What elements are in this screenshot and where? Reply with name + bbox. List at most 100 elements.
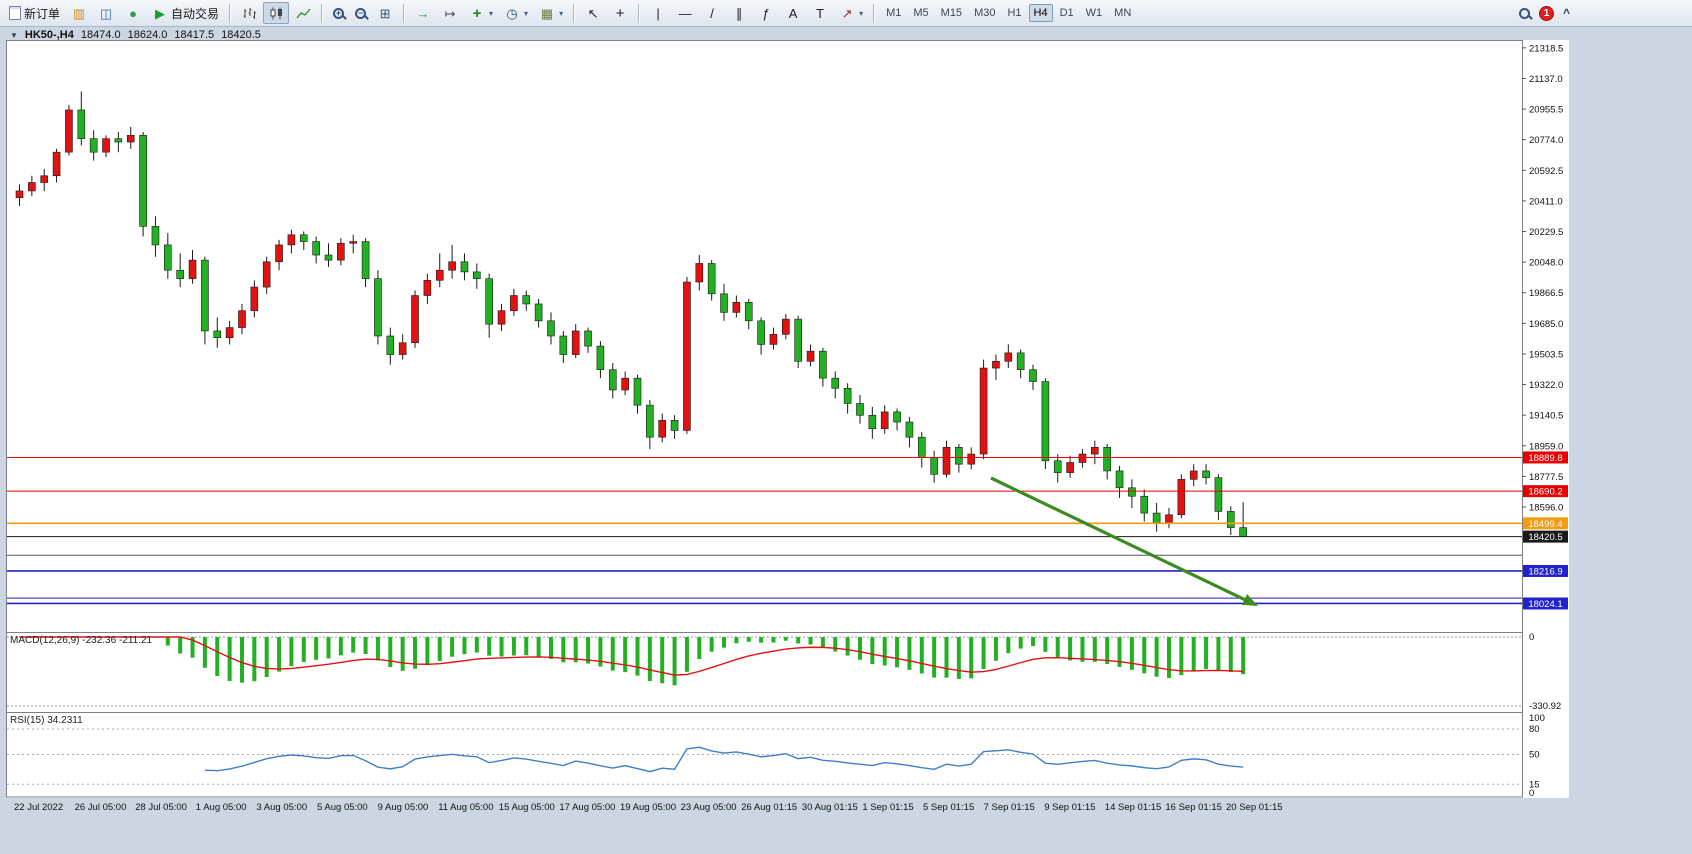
svg-text:18889.8: 18889.8 <box>1528 453 1562 464</box>
market-watch-button[interactable]: ● <box>120 2 146 24</box>
svg-text:21318.5: 21318.5 <box>1529 43 1563 54</box>
svg-text:19322.0: 19322.0 <box>1529 380 1563 391</box>
timeframe-m15-button[interactable]: M15 <box>940 7 963 19</box>
svg-text:100: 100 <box>1529 713 1545 724</box>
bar-chart-icon <box>241 6 257 21</box>
timeframe-w1-button[interactable]: W1 <box>1085 7 1103 19</box>
new-order-icon <box>9 6 21 20</box>
svg-text:50: 50 <box>1529 750 1540 761</box>
svg-text:9 Sep 01:15: 9 Sep 01:15 <box>1044 802 1095 813</box>
timeframe-d1-button[interactable]: D1 <box>1059 7 1074 19</box>
new-chart-icon: ▥ <box>72 5 86 21</box>
chart-open-value: 18474.0 <box>80 29 121 41</box>
market-watch-icon: ● <box>129 5 137 21</box>
notification-badge[interactable]: 1 <box>1538 5 1554 21</box>
timeframe-h1-button[interactable]: H1 <box>1007 7 1022 19</box>
svg-text:3 Aug 05:00: 3 Aug 05:00 <box>256 802 307 813</box>
chevron-down-icon: ▾ <box>489 8 494 18</box>
svg-text:1 Aug 05:00: 1 Aug 05:00 <box>196 802 247 813</box>
timeframe-m1-button[interactable]: M1 <box>886 7 902 19</box>
svg-text:20774.0: 20774.0 <box>1529 135 1563 146</box>
channel-button[interactable]: ∥ <box>726 2 752 24</box>
new-order-button[interactable]: 新订单 <box>4 2 65 24</box>
indicators-icon: + <box>472 4 482 22</box>
horizontal-line-icon: — <box>678 5 692 21</box>
timeframe-toolbar: M1 M5 M15 M30 H1 H4 D1 W1 MN <box>880 4 1137 22</box>
svg-text:18596.0: 18596.0 <box>1529 503 1563 514</box>
svg-text:18216.9: 18216.9 <box>1528 566 1562 577</box>
svg-text:20229.5: 20229.5 <box>1529 227 1563 238</box>
svg-text:19503.5: 19503.5 <box>1529 349 1563 360</box>
toolbar-separator <box>321 3 324 23</box>
fibonacci-button[interactable]: ƒ <box>753 2 779 24</box>
svg-text:19 Aug 05:00: 19 Aug 05:00 <box>620 802 676 813</box>
chevron-down-icon: ▾ <box>524 8 529 18</box>
zoom-out-button[interactable]: − <box>350 2 371 24</box>
new-chart-button[interactable]: ▥ <box>66 2 92 24</box>
trendline-button[interactable]: / <box>699 2 725 24</box>
chart-close-value: 18420.5 <box>221 29 261 41</box>
line-chart-button[interactable] <box>290 2 316 24</box>
profiles-button[interactable]: ◫ <box>93 2 119 24</box>
toolbar-separator <box>403 3 406 23</box>
chart-high-value: 18624.0 <box>127 29 168 41</box>
svg-text:18777.5: 18777.5 <box>1529 472 1563 483</box>
text-label-button[interactable]: T <box>807 2 833 24</box>
auto-scroll-button[interactable]: → <box>410 2 436 24</box>
cursor-button[interactable]: ↖ <box>580 2 606 24</box>
tile-windows-icon: ⊞ <box>379 5 391 21</box>
chart-shift-button[interactable]: ↦ <box>437 2 463 24</box>
text-button[interactable]: A <box>780 2 806 24</box>
timeframe-mn-button[interactable]: MN <box>1114 7 1132 19</box>
arrows-button[interactable]: ↗ ▾ <box>834 2 868 24</box>
svg-text:20048.0: 20048.0 <box>1529 258 1563 269</box>
svg-text:26 Jul 05:00: 26 Jul 05:00 <box>75 802 127 813</box>
svg-text:20592.5: 20592.5 <box>1529 166 1563 177</box>
arrow-shapes-icon: ↗ <box>841 5 853 21</box>
price-chart-canvas[interactable]: 21318.5 21137.0 20955.5 20774.0 20592.5 20411… <box>6 40 1570 820</box>
chart-window-title: ▼ HK50-,H4 18474.0 18624.0 18417.5 18420… <box>10 29 261 41</box>
chart-low-value: 18417.5 <box>174 29 215 41</box>
toolbar-right-cluster: 1 ^ <box>1518 5 1570 21</box>
candlestick-chart-button[interactable] <box>263 2 290 24</box>
timeframe-h4-button[interactable]: H4 <box>1028 4 1053 22</box>
chevron-down-icon: ▾ <box>859 8 864 18</box>
templates-button[interactable]: ▦ ▾ <box>534 2 568 24</box>
svg-text:26 Aug 01:15: 26 Aug 01:15 <box>741 802 797 813</box>
svg-text:18024.1: 18024.1 <box>1528 599 1562 610</box>
bar-chart-button[interactable] <box>236 2 262 24</box>
indicators-button[interactable]: + ▾ <box>464 2 498 24</box>
svg-text:80: 80 <box>1529 724 1540 735</box>
collapse-toolbar-icon[interactable]: ^ <box>1562 6 1570 20</box>
auto-trading-button[interactable]: ▶ 自动交易 <box>147 2 224 24</box>
svg-text:18499.4: 18499.4 <box>1528 519 1562 530</box>
templates-icon: ▦ <box>540 5 554 21</box>
periods-button[interactable]: ◷ ▾ <box>499 2 533 24</box>
text-label-icon: T <box>816 5 825 21</box>
svg-text:18959.0: 18959.0 <box>1529 441 1563 452</box>
vertical-line-button[interactable]: | <box>645 2 671 24</box>
chart-symbol-period: HK50-,H4 <box>24 29 74 41</box>
toolbar-separator <box>638 3 641 23</box>
svg-text:23 Aug 05:00: 23 Aug 05:00 <box>681 802 737 813</box>
svg-text:16 Sep 01:15: 16 Sep 01:15 <box>1165 802 1222 813</box>
timeframe-m5-button[interactable]: M5 <box>913 7 929 19</box>
timeframe-m30-button[interactable]: M30 <box>974 7 996 19</box>
svg-text:19866.5: 19866.5 <box>1529 288 1563 299</box>
svg-text:11 Aug 05:00: 11 Aug 05:00 <box>438 802 493 813</box>
horizontal-line-button[interactable]: — <box>672 2 698 24</box>
svg-text:7 Sep 01:15: 7 Sep 01:15 <box>984 802 1035 813</box>
collapse-triangle-icon[interactable]: ▼ <box>10 30 18 40</box>
fibonacci-icon: ƒ <box>762 5 770 21</box>
svg-text:28 Jul 05:00: 28 Jul 05:00 <box>135 802 187 813</box>
trendline-icon: / <box>710 5 714 21</box>
crosshair-button[interactable]: + <box>607 2 633 24</box>
svg-text:9 Aug 05:00: 9 Aug 05:00 <box>378 802 429 813</box>
svg-text:15: 15 <box>1529 779 1540 790</box>
tile-windows-button[interactable]: ⊞ <box>372 2 398 24</box>
zoom-in-button[interactable]: + <box>328 2 349 24</box>
svg-text:19140.5: 19140.5 <box>1529 411 1563 422</box>
line-chart-icon <box>295 6 311 21</box>
auto-trading-label: 自动交易 <box>171 6 220 21</box>
search-icon[interactable] <box>1518 7 1530 19</box>
